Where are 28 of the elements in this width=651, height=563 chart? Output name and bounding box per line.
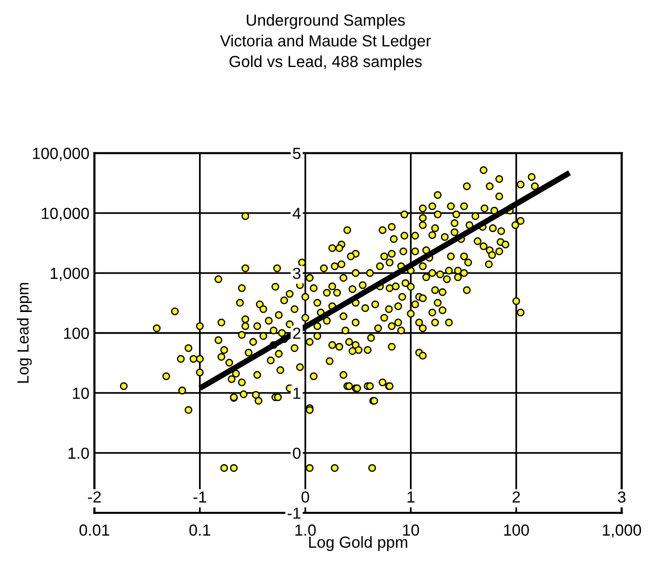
- x-tick-label: 0.1: [189, 524, 210, 536]
- y2-tick-label: 5: [292, 148, 300, 160]
- y-tick-label: 100: [64, 328, 89, 339]
- y2-tick-label: 1: [293, 388, 300, 399]
- x2-tick-label: 1: [408, 491, 414, 502]
- y2-tick-label: 2: [293, 328, 300, 339]
- x-tick-label: 0.01: [79, 524, 110, 536]
- y-axis-title: Log Lead ppm: [16, 283, 32, 383]
- y2-tick-label: 3: [292, 268, 300, 279]
- x-tick-label: 1.0: [295, 524, 316, 536]
- y-tick-label: 10: [72, 388, 89, 399]
- x-tick-label: 100: [504, 524, 529, 536]
- y2-tick-label: 4: [292, 208, 301, 219]
- x-tick-label: 10: [403, 524, 420, 536]
- y2-tick-label: -1: [288, 508, 300, 519]
- x-axis-title: Log Gold ppm: [309, 536, 408, 552]
- x-tick-label: 1,000: [602, 524, 642, 538]
- x2-tick-label: -2: [88, 491, 101, 502]
- y-tick-label: 10,000: [42, 208, 89, 221]
- y-tick-label: 1,000: [50, 268, 89, 281]
- chart-title: Underground Samples Victoria and Maude St Ledger Gold vs Lead, 488 samples: [220, 14, 431, 70]
- y-tick-label: 1.0: [68, 448, 89, 459]
- x2-tick-label: 0: [302, 491, 310, 503]
- y2-tick-label: 0: [292, 448, 301, 459]
- x2-tick-label: 2: [512, 491, 520, 502]
- y-tick-label: 100,000: [33, 148, 89, 161]
- x2-tick-label: 3: [618, 491, 626, 503]
- x2-tick-label: -1: [193, 491, 206, 502]
